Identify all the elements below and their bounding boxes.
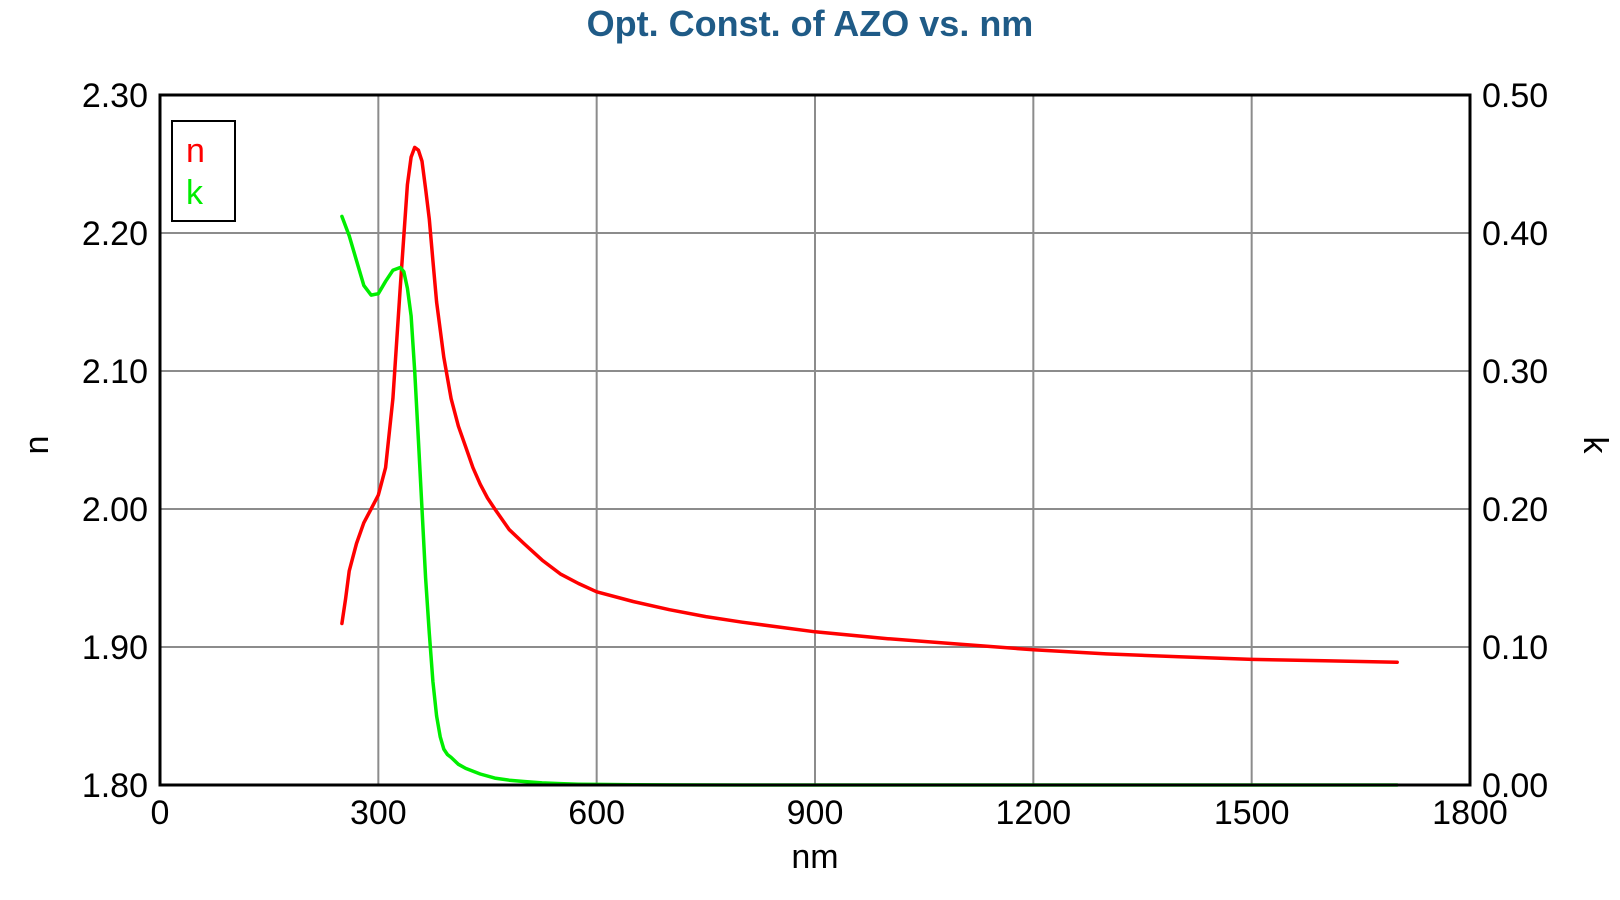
series-line-n <box>340 145 1399 664</box>
y-axis-label: n <box>18 436 56 455</box>
x-tick-label: 0 <box>151 794 170 832</box>
x-tick-label: 1200 <box>996 794 1072 832</box>
x-tick-label: 600 <box>568 794 625 832</box>
series-layer <box>340 145 1399 787</box>
legend: n k <box>171 120 236 222</box>
series-line-k <box>340 214 1399 787</box>
x-tick-label: 900 <box>787 794 844 832</box>
plot-frame <box>158 93 1472 787</box>
y-tick-label: 2.00 <box>82 491 148 529</box>
y-tick-label: 2.30 <box>82 77 148 115</box>
x-tick-labels: 0 300 600 900 1200 1500 1800 <box>151 794 1508 832</box>
y-tick-label: 1.80 <box>82 767 148 805</box>
legend-entry-k: k <box>186 174 204 212</box>
x-tick-label: 1800 <box>1432 794 1508 832</box>
y2-tick-labels: 0.00 0.10 0.20 0.30 0.40 0.50 <box>1482 77 1548 805</box>
legend-box <box>171 120 236 222</box>
y-tick-label: 2.10 <box>82 353 148 391</box>
y2-tick-label: 0.40 <box>1482 215 1548 253</box>
y-tick-label: 2.20 <box>82 215 148 253</box>
y2-axis-label: k <box>1576 437 1614 455</box>
y-tick-label: 1.90 <box>82 629 148 667</box>
x-tick-label: 1500 <box>1214 794 1290 832</box>
grid-lines <box>160 95 1470 785</box>
x-tick-label: 300 <box>350 794 407 832</box>
chart-title: Opt. Const. of AZO vs. nm <box>587 3 1034 44</box>
y2-tick-label: 0.30 <box>1482 353 1548 391</box>
y2-tick-label: 0.50 <box>1482 77 1548 115</box>
y2-tick-label: 0.10 <box>1482 629 1548 667</box>
x-axis-label: nm <box>791 838 838 876</box>
y2-tick-label: 0.00 <box>1482 767 1548 805</box>
y-tick-labels: 1.80 1.90 2.00 2.10 2.20 2.30 <box>82 77 148 805</box>
legend-entry-n: n <box>186 132 205 170</box>
y2-tick-label: 0.20 <box>1482 491 1548 529</box>
